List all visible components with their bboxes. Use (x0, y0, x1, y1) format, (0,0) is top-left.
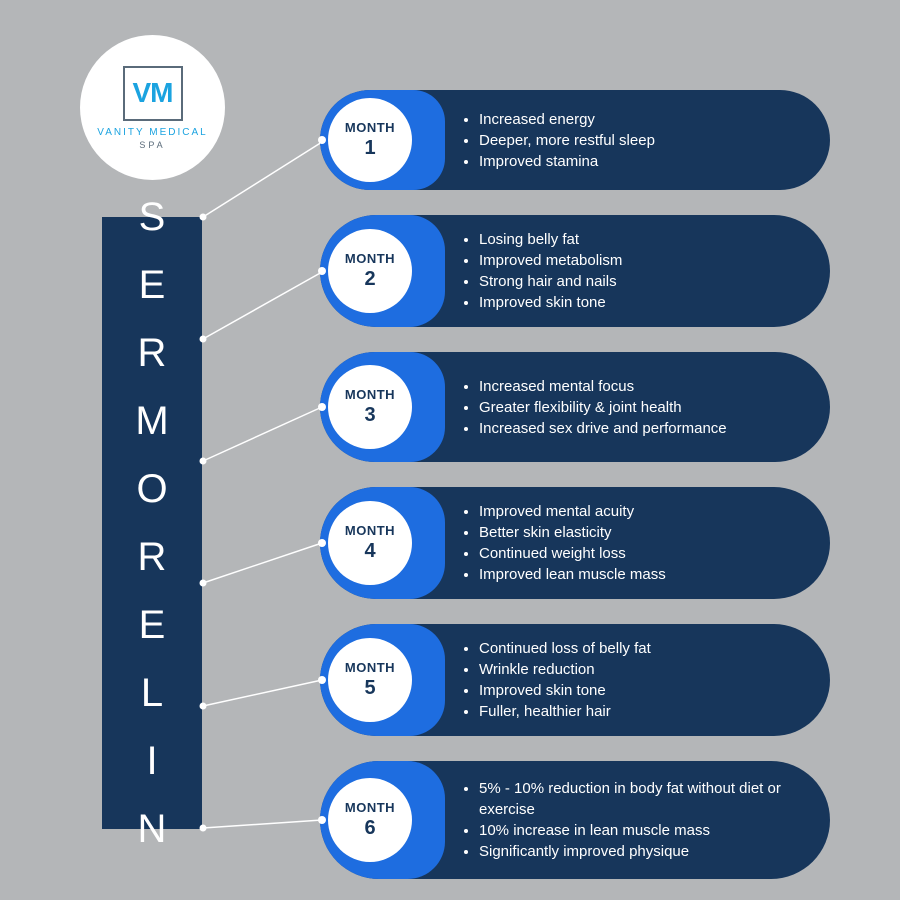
month-number: 6 (364, 817, 375, 840)
month-badge-wrap: MONTH 6 (320, 761, 445, 879)
month-pill-5: MONTH 5 Continued loss of belly fatWrinkle… (320, 624, 830, 736)
bullet-item: Improved skin tone (479, 680, 651, 701)
bullet-item: Deeper, more restful sleep (479, 130, 655, 151)
title-letter: E (139, 605, 166, 645)
month-circle: MONTH 5 (328, 638, 412, 722)
month-badge-wrap: MONTH 3 (320, 352, 445, 462)
bullet-item: Continued weight loss (479, 543, 666, 564)
title-letter: L (141, 673, 163, 713)
bullet-item: Improved skin tone (479, 292, 622, 313)
bullet-item: 10% increase in lean muscle mass (479, 820, 810, 841)
month-bullets: 5% - 10% reduction in body fat without d… (445, 768, 830, 872)
month-number: 5 (364, 677, 375, 700)
month-pill-6: MONTH 6 5% - 10% reduction in body fat wit… (320, 761, 830, 879)
logo-box: VM (123, 66, 183, 121)
month-badge-wrap: MONTH 4 (320, 487, 445, 599)
month-bullets: Increased energyDeeper, more restful sle… (445, 99, 675, 182)
month-label: MONTH (345, 800, 395, 815)
bullet-item: Improved metabolism (479, 250, 622, 271)
month-circle: MONTH 4 (328, 501, 412, 585)
connector-dot (318, 816, 326, 824)
bullet-item: Improved mental acuity (479, 501, 666, 522)
title-letter: N (138, 809, 167, 849)
month-badge-wrap: MONTH 1 (320, 90, 445, 190)
month-number: 1 (364, 137, 375, 160)
title-letter: I (146, 741, 157, 781)
title-letter: S (139, 197, 166, 237)
month-bullets: Continued loss of belly fatWrinkle reduc… (445, 628, 671, 732)
bullet-item: Increased energy (479, 109, 655, 130)
logo: VM VANITY MEDICAL SPA (80, 35, 225, 180)
logo-initials: VM (133, 77, 173, 109)
connector-dot (318, 136, 326, 144)
month-badge-wrap: MONTH 2 (320, 215, 445, 327)
month-label: MONTH (345, 120, 395, 135)
bullet-item: Wrinkle reduction (479, 659, 651, 680)
connector-dot (318, 267, 326, 275)
title-letter: M (135, 401, 168, 441)
month-circle: MONTH 1 (328, 98, 412, 182)
connector-dot (318, 539, 326, 547)
month-bullets: Losing belly fatImproved metabolismStron… (445, 219, 642, 323)
title-letter: E (139, 265, 166, 305)
month-bullets: Improved mental acuityBetter skin elasti… (445, 491, 686, 595)
bullet-item: Better skin elasticity (479, 522, 666, 543)
month-label: MONTH (345, 387, 395, 402)
month-pill-3: MONTH 3 Increased mental focusGreater flex… (320, 352, 830, 462)
bullet-item: Continued loss of belly fat (479, 638, 651, 659)
month-pill-1: MONTH 1 Increased energyDeeper, more restf… (320, 90, 830, 190)
month-bullets: Increased mental focusGreater flexibilit… (445, 366, 747, 449)
month-label: MONTH (345, 251, 395, 266)
title-letter: O (136, 469, 167, 509)
month-label: MONTH (345, 660, 395, 675)
bullet-item: Fuller, healthier hair (479, 701, 651, 722)
logo-line2: SPA (139, 140, 165, 150)
month-number: 3 (364, 404, 375, 427)
month-number: 2 (364, 268, 375, 291)
month-badge-wrap: MONTH 5 (320, 624, 445, 736)
month-circle: MONTH 3 (328, 365, 412, 449)
month-circle: MONTH 2 (328, 229, 412, 313)
connector-dot (318, 403, 326, 411)
bullet-item: Losing belly fat (479, 229, 622, 250)
logo-line1: VANITY MEDICAL (97, 127, 207, 138)
bullet-item: Improved stamina (479, 151, 655, 172)
month-number: 4 (364, 540, 375, 563)
month-label: MONTH (345, 523, 395, 538)
bullet-item: 5% - 10% reduction in body fat without d… (479, 778, 810, 820)
bullet-item: Strong hair and nails (479, 271, 622, 292)
month-pill-2: MONTH 2 Losing belly fatImproved metabolis… (320, 215, 830, 327)
bullet-item: Increased sex drive and performance (479, 418, 727, 439)
title-letter: R (138, 333, 167, 373)
bullet-item: Greater flexibility & joint health (479, 397, 727, 418)
title-letter: R (138, 537, 167, 577)
bullet-item: Significantly improved physique (479, 841, 810, 862)
month-circle: MONTH 6 (328, 778, 412, 862)
title-bar: SERMORELIN (102, 217, 202, 829)
bullet-item: Increased mental focus (479, 376, 727, 397)
connector-dot (318, 676, 326, 684)
month-pill-4: MONTH 4 Improved mental acuityBetter skin … (320, 487, 830, 599)
bullet-item: Improved lean muscle mass (479, 564, 666, 585)
